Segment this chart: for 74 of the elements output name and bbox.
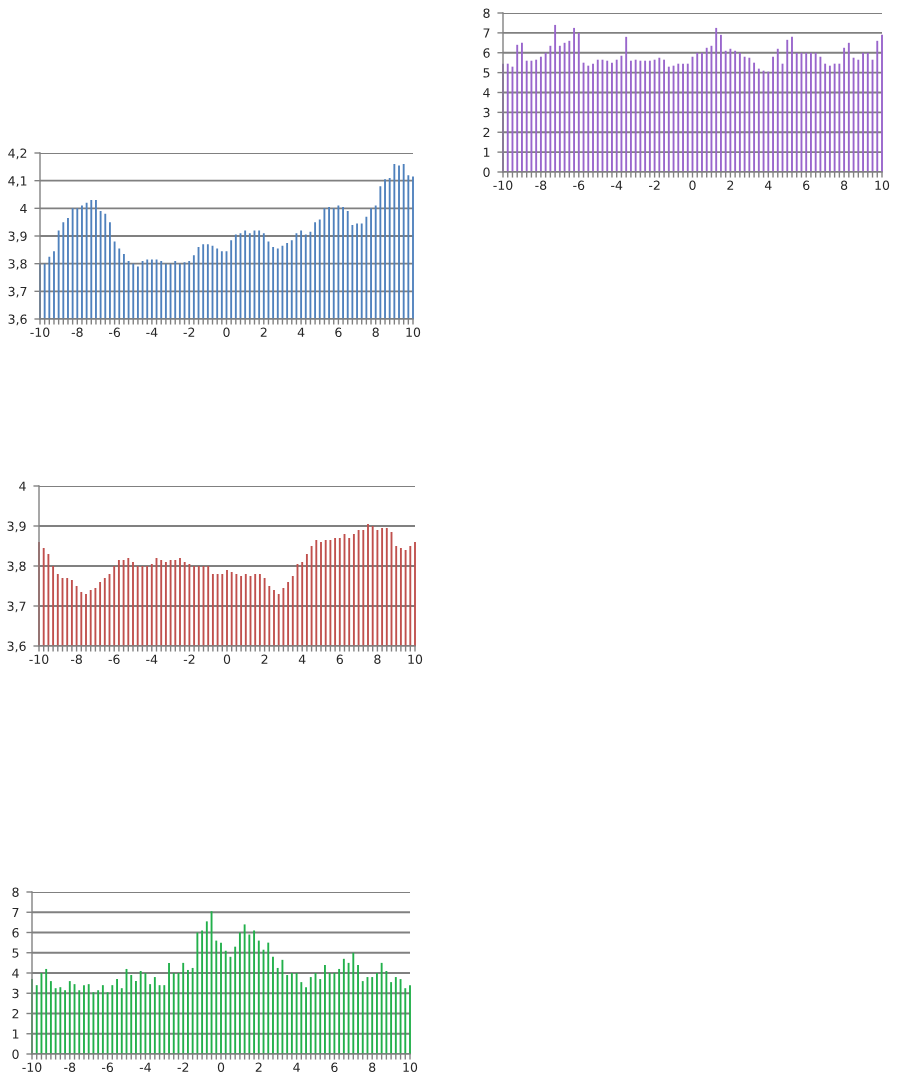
y-tick-label: 4 (20, 203, 27, 214)
x-tick-label: 0 (223, 327, 230, 338)
x-tick-label: 10 (403, 1062, 418, 1073)
y-tick-label: 0 (12, 1049, 19, 1059)
y-tick-label: 4 (19, 481, 26, 491)
x-tick-label: 4 (298, 654, 306, 664)
y-tick-label: 5 (483, 68, 490, 78)
x-tick-label: -2 (183, 327, 195, 337)
x-tick-label: -10 (493, 180, 513, 191)
y-tick-label: 3,9 (7, 521, 26, 533)
y-tick-label: 4 (12, 968, 19, 978)
x-tick-label: 6 (331, 1062, 338, 1073)
y-tick-label: 7 (12, 907, 19, 917)
y-tick-label: 3,8 (7, 561, 26, 573)
y-tick-label: 2 (483, 127, 490, 137)
x-tick-label: -6 (108, 327, 121, 338)
y-tick-label: 3,7 (7, 601, 26, 613)
x-tick-label: -8 (71, 327, 83, 338)
x-tick-label: -4 (146, 654, 158, 664)
y-tick-label: 3,6 (8, 314, 27, 326)
x-tick-label: 2 (260, 327, 267, 337)
x-tick-label: 4 (764, 180, 772, 190)
x-tick-label: -8 (70, 654, 82, 665)
x-tick-label: 4 (297, 327, 305, 337)
x-tick-label: 2 (261, 654, 268, 664)
x-tick-label: -10 (22, 1062, 42, 1073)
x-tick-label: -4 (139, 1062, 151, 1072)
x-tick-label: -4 (611, 180, 623, 190)
y-tick-label: 7 (483, 28, 490, 38)
x-tick-label: 6 (336, 654, 343, 665)
x-tick-label: 4 (293, 1062, 300, 1072)
x-tick-label: 8 (369, 1062, 376, 1073)
x-tick-label: -2 (183, 654, 195, 664)
y-tick-label: 8 (483, 8, 490, 18)
y-tick-label: 3,7 (8, 286, 27, 298)
x-tick-label: -10 (29, 654, 49, 665)
x-tick-label: -6 (108, 654, 120, 665)
y-tick-label: 3,9 (8, 231, 27, 243)
x-tick-label: 8 (372, 327, 379, 338)
y-tick-label: 5 (12, 948, 19, 958)
x-tick-label: -6 (573, 180, 585, 191)
y-tick-label: 1 (12, 1029, 19, 1039)
y-tick-label: 8 (12, 887, 19, 897)
y-tick-label: 6 (12, 927, 19, 938)
x-tick-label: -8 (64, 1062, 76, 1073)
x-tick-label: -8 (535, 180, 547, 191)
x-tick-label: 6 (803, 180, 810, 191)
y-tick-label: 3,6 (7, 641, 26, 653)
x-tick-label: -2 (648, 180, 660, 190)
y-tick-label: 4 (483, 88, 490, 98)
x-tick-label: 2 (727, 180, 734, 190)
y-tick-label: 3 (483, 107, 490, 118)
x-tick-label: -4 (146, 327, 158, 337)
y-tick-label: 6 (483, 48, 490, 58)
x-tick-label: 10 (408, 654, 423, 665)
x-tick-label: 0 (217, 1062, 225, 1073)
x-tick-label: 0 (223, 654, 231, 665)
y-tick-label: 1 (483, 147, 490, 157)
x-tick-label: 2 (255, 1062, 262, 1072)
x-tick-label: -2 (177, 1062, 189, 1072)
x-tick-label: 8 (374, 654, 381, 665)
y-tick-label: 0 (483, 167, 490, 177)
y-tick-label: 2 (12, 1008, 19, 1019)
y-tick-label: 4,1 (8, 176, 27, 187)
x-tick-label: -10 (30, 327, 50, 338)
x-tick-label: -6 (101, 1062, 114, 1073)
x-tick-label: 0 (689, 180, 696, 191)
y-tick-label: 3 (12, 988, 19, 999)
x-tick-label: 8 (840, 180, 848, 191)
y-tick-label: 3,8 (8, 259, 27, 270)
x-tick-label: 6 (335, 327, 342, 338)
y-tick-label: 4,2 (8, 148, 27, 160)
x-tick-label: 10 (875, 180, 890, 191)
x-tick-label: 10 (406, 327, 421, 338)
